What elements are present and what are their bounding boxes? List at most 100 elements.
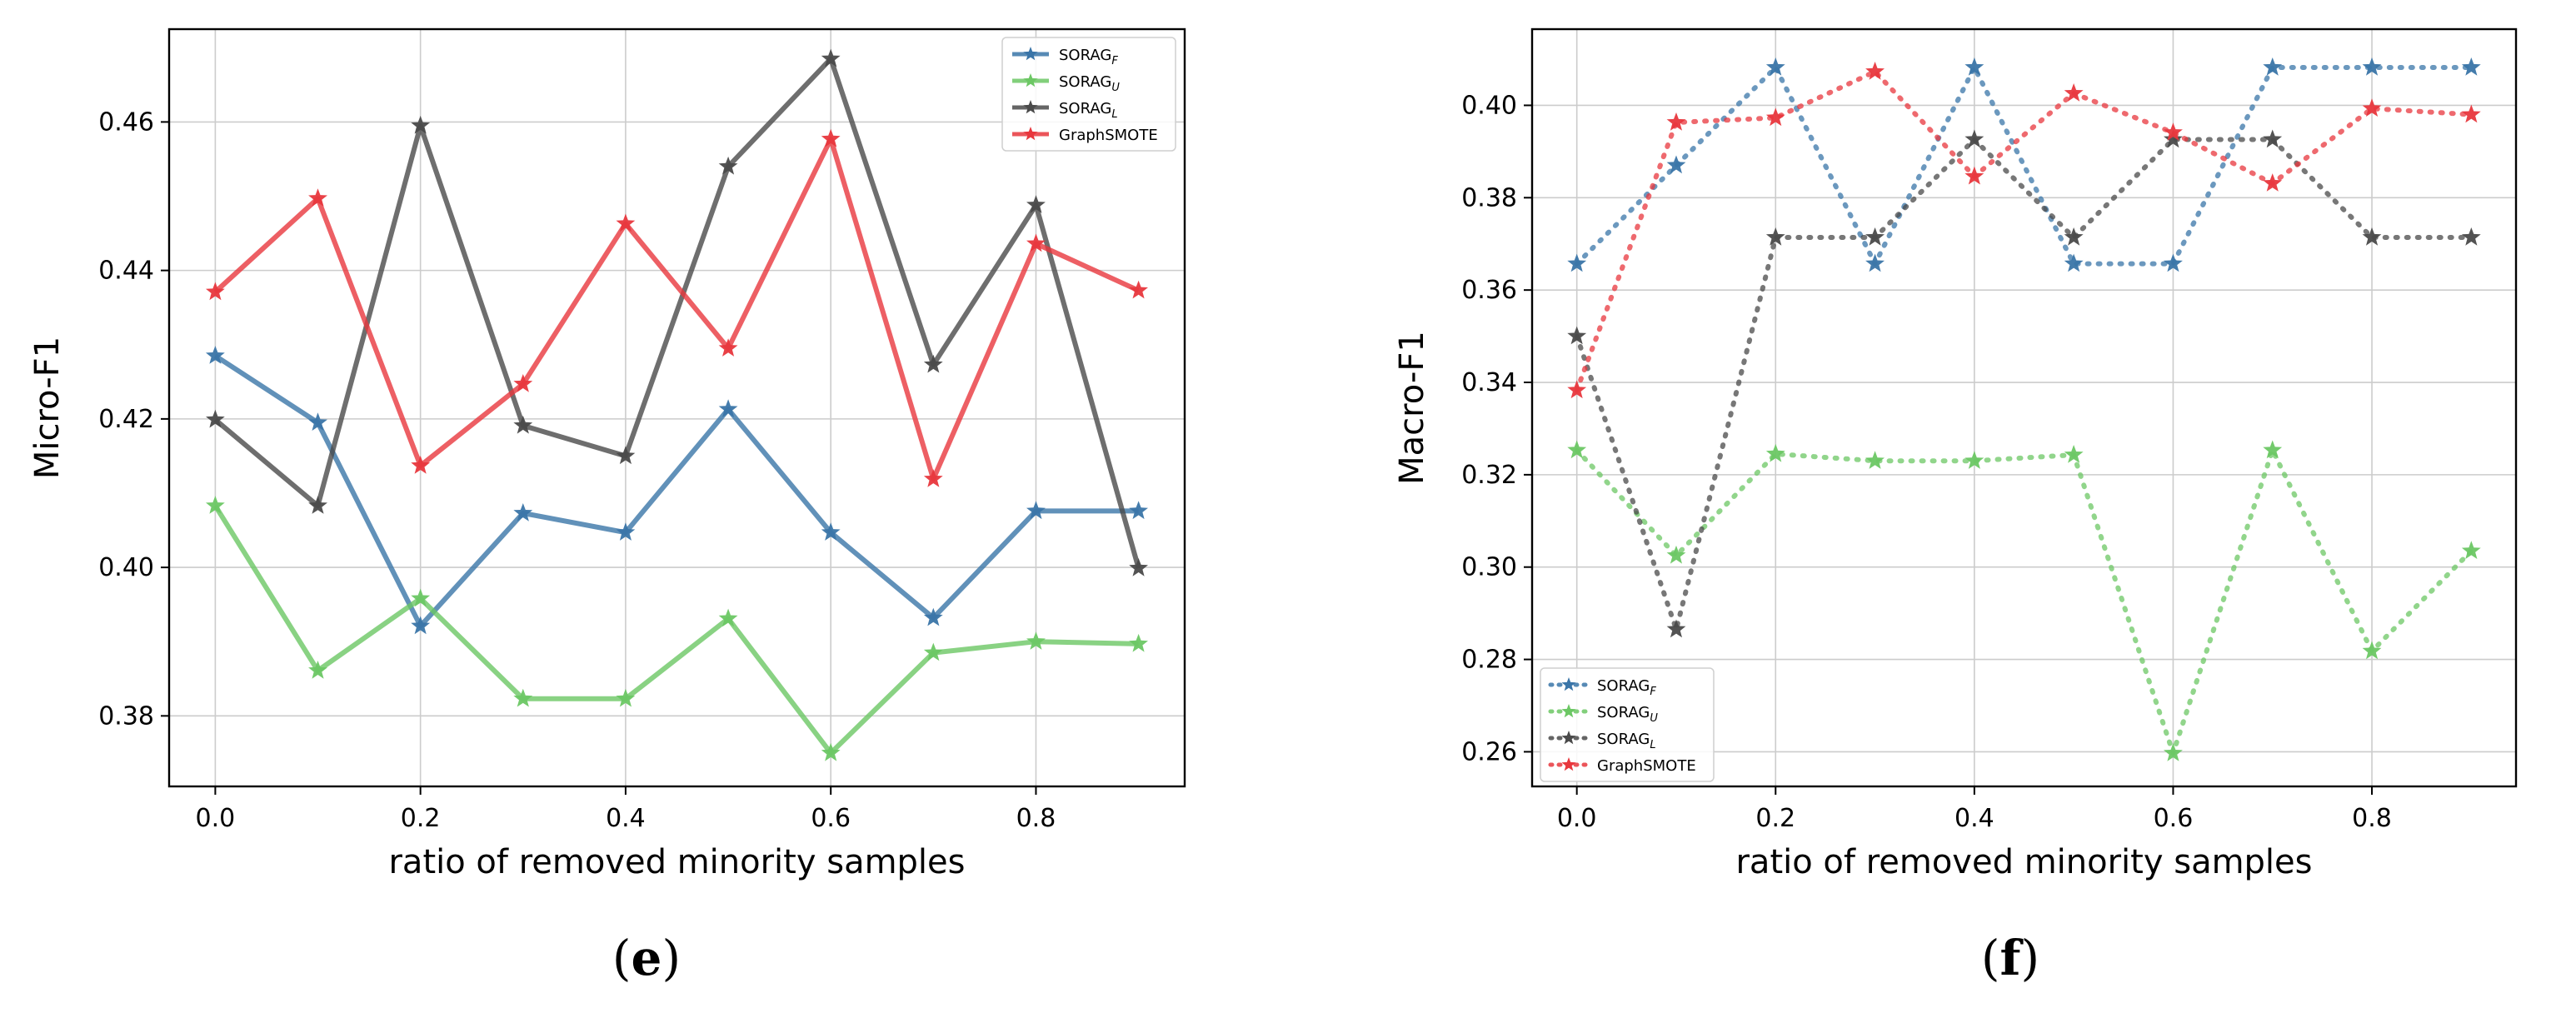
data-point-soragu — [718, 608, 738, 627]
data-point-graphsmote — [513, 374, 533, 392]
series-line-soragf — [1574, 65, 2474, 267]
data-point-soragf — [1865, 253, 1885, 272]
legend-label: SORAGL — [1059, 100, 1118, 121]
data-point-soragf — [308, 412, 327, 431]
series-line-soragl — [213, 56, 1141, 569]
data-point-soragu — [821, 742, 841, 761]
y-tick-label: 0.38 — [98, 701, 154, 731]
data-point-soragf — [923, 607, 943, 626]
data-point-soragu — [1964, 451, 1984, 469]
y-tick-label: 0.28 — [1461, 646, 1517, 675]
data-point-graphsmote — [308, 188, 327, 207]
series-line-graphsmote — [1574, 69, 2474, 393]
data-point-soragu — [2263, 440, 2283, 459]
data-point-soragl — [1129, 558, 1148, 576]
data-point-soragl — [1964, 129, 1984, 148]
data-point-soragu — [616, 688, 636, 707]
data-point-soragl — [1666, 619, 1686, 638]
data-point-soragl — [2362, 227, 2382, 246]
data-point-soragu — [2064, 445, 2084, 463]
data-point-soragf — [2064, 253, 2084, 272]
data-point-soragu — [1026, 631, 1046, 650]
series-line-graphsmote — [213, 136, 1140, 482]
x-tick-label: 0.6 — [811, 804, 851, 833]
x-tick-label: 0.4 — [606, 804, 646, 833]
legend-label-subscript: F — [1111, 55, 1118, 67]
data-point-soragf — [2263, 57, 2283, 76]
y-tick-label: 0.38 — [1461, 183, 1517, 212]
data-point-soragf — [1026, 501, 1046, 520]
legend-marker-soragu — [1561, 704, 1576, 718]
y-tick-label: 0.32 — [1461, 461, 1517, 490]
data-point-soragf — [718, 399, 738, 417]
chart-panel-f: 0.0 0.2 0.4 0.6 0.8 0.26 0.28 0.30 0.32 0.34 0.36 0… — [1393, 27, 2518, 986]
legend-marker-soragl — [1561, 731, 1576, 745]
data-point-soragu — [308, 661, 327, 679]
legend-label-subscript: U — [1111, 82, 1120, 94]
data-point-graphsmote — [1129, 280, 1148, 299]
series-line-soragl — [1574, 137, 2474, 632]
y-tick-label: 0.30 — [1461, 553, 1517, 582]
data-point-soragl — [1765, 227, 1785, 246]
plot-frame — [1530, 27, 2518, 788]
x-tick-label: 0.0 — [196, 804, 236, 833]
x-tick-label: 0.8 — [2352, 804, 2392, 833]
x-tick-label: 0.2 — [401, 804, 441, 833]
legend-label-name: GraphSMOTE — [1059, 127, 1158, 144]
x-tick-label: 0.6 — [2154, 804, 2194, 833]
data-point-soragl — [2461, 227, 2481, 246]
y-tick-label: 0.40 — [1461, 91, 1517, 120]
chart-panel-e: 0.0 0.2 0.4 0.6 0.8 0.38 0.40 0.42 0.44 0.46 ratio… — [28, 27, 1186, 986]
x-tick-label: 0.0 — [1557, 804, 1597, 833]
data-point-graphsmote — [206, 282, 225, 301]
panel-caption-close: ) — [661, 930, 681, 986]
data-point-soragu — [2164, 743, 2183, 761]
data-point-soragl — [1026, 195, 1046, 213]
y-tick-label: 0.44 — [98, 257, 154, 286]
panel-caption-letter: e — [632, 930, 662, 986]
y-tick-label: 0.36 — [1461, 276, 1517, 305]
legend-marker-soragl — [1023, 100, 1038, 114]
legend-box — [1540, 667, 1715, 782]
plot-frame — [167, 27, 1186, 788]
data-point-soragl — [308, 496, 327, 514]
data-point-soragl — [923, 354, 943, 373]
data-point-soragl — [2164, 129, 2183, 148]
data-point-soragl — [2064, 227, 2084, 246]
legend-label: SORAGF — [1597, 677, 1656, 698]
legend-label: GraphSMOTE — [1059, 127, 1158, 144]
y-axis-label: Micro-F1 — [28, 337, 67, 479]
data-point-soragu — [1865, 451, 1885, 469]
data-point-soragl — [718, 156, 738, 175]
y-axis-label: Macro-F1 — [1393, 331, 1431, 485]
data-point-soragf — [2461, 57, 2481, 76]
data-point-graphsmote — [2461, 104, 2481, 123]
data-point-graphsmote — [1666, 112, 1686, 131]
data-point-graphsmote — [821, 128, 841, 147]
data-point-graphsmote — [2064, 83, 2084, 102]
data-point-graphsmote — [616, 213, 636, 232]
data-point-graphsmote — [2164, 122, 2183, 141]
data-point-soragu — [1567, 440, 1587, 459]
legend-label-subscript: L — [1650, 739, 1655, 751]
data-point-soragf — [2164, 253, 2183, 272]
legend-box — [1001, 37, 1176, 152]
series-line-soragf — [213, 353, 1139, 629]
legend-label-subscript: L — [1111, 108, 1117, 121]
data-point-graphsmote — [1567, 380, 1587, 399]
legend-marker-soragf — [1561, 677, 1576, 691]
data-point-soragf — [1666, 155, 1686, 174]
legend-label: GraphSMOTE — [1597, 757, 1696, 775]
data-point-soragf — [1129, 501, 1148, 520]
data-point-soragu — [1666, 545, 1686, 564]
data-point-soragl — [821, 48, 841, 67]
data-point-soragl — [1865, 227, 1885, 246]
legend-label-name: GraphSMOTE — [1597, 757, 1696, 775]
data-point-soragf — [1567, 253, 1587, 272]
x-tick-label: 0.4 — [1954, 804, 1994, 833]
panel-caption: (f) — [1981, 930, 2039, 986]
data-point-soragf — [2362, 57, 2382, 76]
